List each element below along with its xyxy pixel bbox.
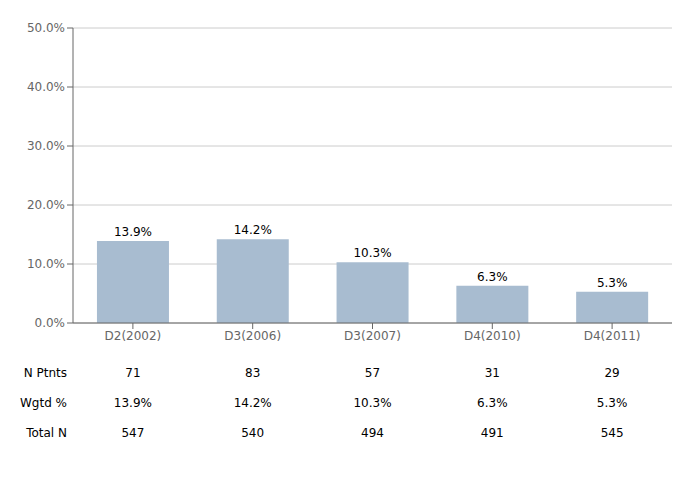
svg-text:50.0%: 50.0% <box>27 21 65 35</box>
svg-text:10.0%: 10.0% <box>27 257 65 271</box>
html-text:5.3%: 5.3% <box>596 396 628 410</box>
svg-text:40.0%: 40.0% <box>27 80 65 94</box>
svg-text:13.9%: 13.9% <box>114 225 152 239</box>
svg-text:10.3%: 10.3% <box>353 246 391 260</box>
html-text:31: 31 <box>484 366 500 380</box>
svg-text:20.0%: 20.0% <box>27 198 65 212</box>
html-text:540: 540 <box>241 426 265 440</box>
svg-text:D4(2010): D4(2010) <box>464 329 521 343</box>
svg-text:6.3%: 6.3% <box>477 270 508 284</box>
svg-text:30.0%: 30.0% <box>27 139 65 153</box>
html-text:545: 545 <box>600 426 624 440</box>
html-text:29: 29 <box>604 366 620 380</box>
svg-text:D3(2007): D3(2007) <box>344 329 401 343</box>
html-text:83: 83 <box>245 366 261 380</box>
html-text:57: 57 <box>364 366 381 380</box>
html-text:Total N: Total N <box>26 426 67 440</box>
html-text:13.9%: 13.9% <box>113 396 152 410</box>
svg-text:0.0%: 0.0% <box>35 316 66 330</box>
svg-text:D2(2002): D2(2002) <box>105 329 162 343</box>
html-text:14.2%: 14.2% <box>233 396 272 410</box>
svg-text:14.2%: 14.2% <box>234 223 272 237</box>
html-text:10.3%: 10.3% <box>353 396 392 410</box>
html-text:N Ptnts: N Ptnts <box>23 366 67 380</box>
html-text:491: 491 <box>480 426 504 440</box>
html-text:547: 547 <box>121 426 145 440</box>
svg-text:D4(2011): D4(2011) <box>584 329 641 343</box>
html-text:494: 494 <box>361 426 384 440</box>
html-text:6.3%: 6.3% <box>477 396 508 410</box>
svg-text:5.3%: 5.3% <box>597 276 628 290</box>
html-text:Wgtd %: Wgtd % <box>20 396 67 410</box>
html-text:71: 71 <box>125 366 141 380</box>
svg-text:D3(2006): D3(2006) <box>224 329 281 343</box>
